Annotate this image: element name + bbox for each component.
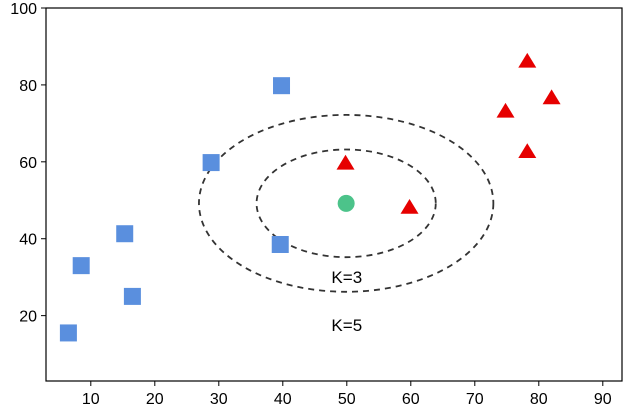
triangle-point [542, 89, 561, 105]
square-point [202, 154, 220, 172]
data-points [59, 52, 561, 342]
square-point [116, 225, 134, 243]
annotations: K=3 K=5 [331, 268, 362, 335]
triangle-point [518, 52, 537, 68]
x-tick-label: 30 [210, 391, 228, 408]
x-tick-label: 70 [466, 391, 484, 408]
y-tick-label: 20 [19, 309, 37, 326]
x-tick-label: 90 [594, 391, 612, 408]
triangle-point [400, 198, 419, 214]
x-tick-label: 50 [338, 391, 356, 408]
k5-circle [198, 114, 495, 293]
triangle-point [518, 143, 537, 159]
y-tick-label: 80 [19, 78, 37, 95]
x-tick-label: 20 [146, 391, 164, 408]
square-point [273, 77, 291, 95]
y-tick-label: 40 [19, 232, 37, 249]
k5-label: K=5 [331, 316, 362, 335]
y-tick-label: 100 [10, 1, 37, 18]
k3-circle [255, 148, 437, 259]
x-tick-label: 40 [274, 391, 292, 408]
square-point [123, 287, 141, 305]
neighborhood-circles [198, 114, 495, 293]
square-point [59, 324, 77, 342]
triangle-point [496, 102, 515, 118]
square-point [72, 257, 90, 275]
x-tick-label: 10 [82, 391, 100, 408]
axes: 10 20 30 40 50 60 70 80 90 20 40 60 80 100 [10, 1, 623, 408]
query-point [337, 194, 355, 212]
plot-frame [45, 7, 623, 382]
k3-label: K=3 [331, 268, 362, 287]
x-tick-label: 80 [530, 391, 548, 408]
triangle-point [336, 154, 355, 170]
square-point [271, 235, 289, 253]
x-tick-label: 60 [402, 391, 420, 408]
y-tick-label: 60 [19, 155, 37, 172]
